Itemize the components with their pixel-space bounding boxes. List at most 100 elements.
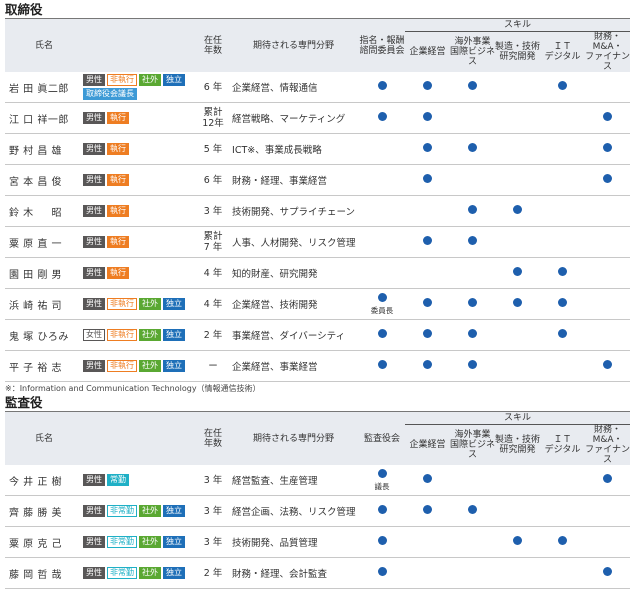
tags: 男性 非常勤 社外 独立: [83, 505, 198, 517]
tags-cell: 男性 非執行 社外 独立 取締役会議長: [83, 72, 199, 103]
tag: 非執行: [107, 329, 137, 341]
field: 財務・経理、事業経営: [228, 164, 360, 196]
tags-cell: 女性 非執行 社外 独立: [83, 319, 199, 351]
skill: [450, 72, 496, 103]
committee: [359, 526, 406, 558]
tag: 独立: [163, 505, 185, 517]
skill: [585, 133, 631, 165]
skill: [585, 526, 631, 558]
dot: [423, 81, 433, 90]
name: 鈴 木 昭: [5, 195, 83, 227]
tag: 女性: [83, 329, 105, 341]
skill: [585, 465, 631, 496]
dot: [468, 236, 478, 245]
skill: [405, 72, 451, 103]
skill: [405, 164, 451, 196]
row: 園 田 剛 男男性 執行 4 年知的財産、研究開発: [5, 257, 631, 289]
dot: [377, 468, 387, 478]
field: 経営監査、生産管理: [228, 465, 360, 496]
dot: [377, 536, 387, 545]
header-skill: 海外事業 国際ビジネス: [450, 31, 495, 72]
skill: [405, 133, 451, 165]
header-skill: 企業経営: [405, 31, 451, 72]
tags: 女性 非執行 社外 独立: [83, 329, 198, 341]
skill: [585, 557, 631, 589]
tenure: 4 年: [198, 288, 229, 320]
tags-cell: 男性 執行: [83, 195, 199, 227]
skill: [540, 257, 586, 289]
tag: 男性: [83, 236, 105, 248]
committee-note: 委員長: [370, 305, 394, 315]
skill: [405, 102, 451, 134]
footnote: ※：Information and Communication Technolo…: [5, 384, 261, 393]
tags: 男性 非執行 社外 独立: [83, 360, 198, 372]
skill: [540, 133, 586, 165]
tags: 男性 常勤: [83, 474, 198, 486]
tag: 社外: [139, 74, 161, 86]
dot: [468, 505, 478, 514]
tag: 常勤: [107, 474, 129, 486]
tenure: 3 年: [198, 526, 229, 558]
row: 粟 原 克 己男性 非常勤 社外 独立 3 年技術開発、品質管理: [5, 526, 631, 558]
skill: [495, 350, 541, 382]
header-skill: 海外事業 国際ビジネス: [450, 424, 495, 465]
tags-cell: 男性 非執行 社外 独立: [83, 288, 199, 320]
skill: [450, 526, 496, 558]
header-skill: ＩＴ デジタル: [540, 31, 586, 72]
dot: [513, 205, 523, 214]
committee: 委員長: [359, 288, 406, 320]
tag: 非執行: [107, 360, 137, 372]
header-field: 期待される専門分野: [228, 411, 360, 465]
header-skill: 企業経営: [405, 424, 451, 465]
skill: [540, 319, 586, 351]
name: 園 田 剛 男: [5, 257, 83, 289]
skill: [405, 319, 451, 351]
row: 齊 藤 勝 美男性 非常勤 社外 独立 3 年経営企画、法務、リスク管理: [5, 495, 631, 527]
skill: [540, 557, 586, 589]
dot: [558, 298, 568, 307]
skill: [495, 495, 541, 527]
committee: [359, 195, 406, 227]
name: 今 井 正 樹: [5, 465, 83, 496]
committee: [359, 557, 406, 589]
tag: 独立: [163, 74, 185, 86]
dot: [558, 81, 568, 90]
dot: [603, 474, 613, 483]
dot: [603, 174, 613, 183]
dot: [513, 536, 523, 545]
skill: [540, 465, 586, 496]
skill: [405, 257, 451, 289]
field: 知的財産、研究開発: [228, 257, 360, 289]
tags: 男性 執行: [83, 205, 198, 217]
tag: 男性: [83, 74, 105, 86]
skill: [405, 195, 451, 227]
skill: [495, 72, 541, 103]
field: 技術開発、品質管理: [228, 526, 360, 558]
header-committee: 監査役会: [359, 411, 406, 465]
tag: 男性: [83, 174, 105, 186]
skill: [540, 350, 586, 382]
header-skill: ＩＴ デジタル: [540, 424, 586, 465]
tags: 男性 非執行 社外 独立 取締役会議長: [83, 74, 198, 100]
skill: [540, 495, 586, 527]
row: 鬼 塚 ひろみ 女性 非執行 社外 独立 2 年事業経営、ダイバーシティ: [5, 319, 631, 351]
row: 江 口 祥一郎 男性 執行 累計 12年 経営戦略、マーケティング: [5, 102, 631, 134]
tenure: 5 年: [198, 133, 229, 165]
tag: 独立: [163, 329, 185, 341]
committee: [359, 257, 406, 289]
skill: [585, 257, 631, 289]
dot: [468, 81, 478, 90]
dot: [423, 298, 433, 307]
dot: [423, 174, 433, 183]
skill: [495, 465, 541, 496]
tenure: ー: [198, 350, 229, 382]
committee: [359, 164, 406, 196]
dot: [377, 292, 387, 302]
tag: 執行: [107, 174, 129, 186]
tag: 非執行: [107, 298, 137, 310]
tag: 社外: [139, 298, 161, 310]
tenure: 6 年: [198, 164, 229, 196]
skill: [450, 257, 496, 289]
dot: [377, 329, 387, 338]
